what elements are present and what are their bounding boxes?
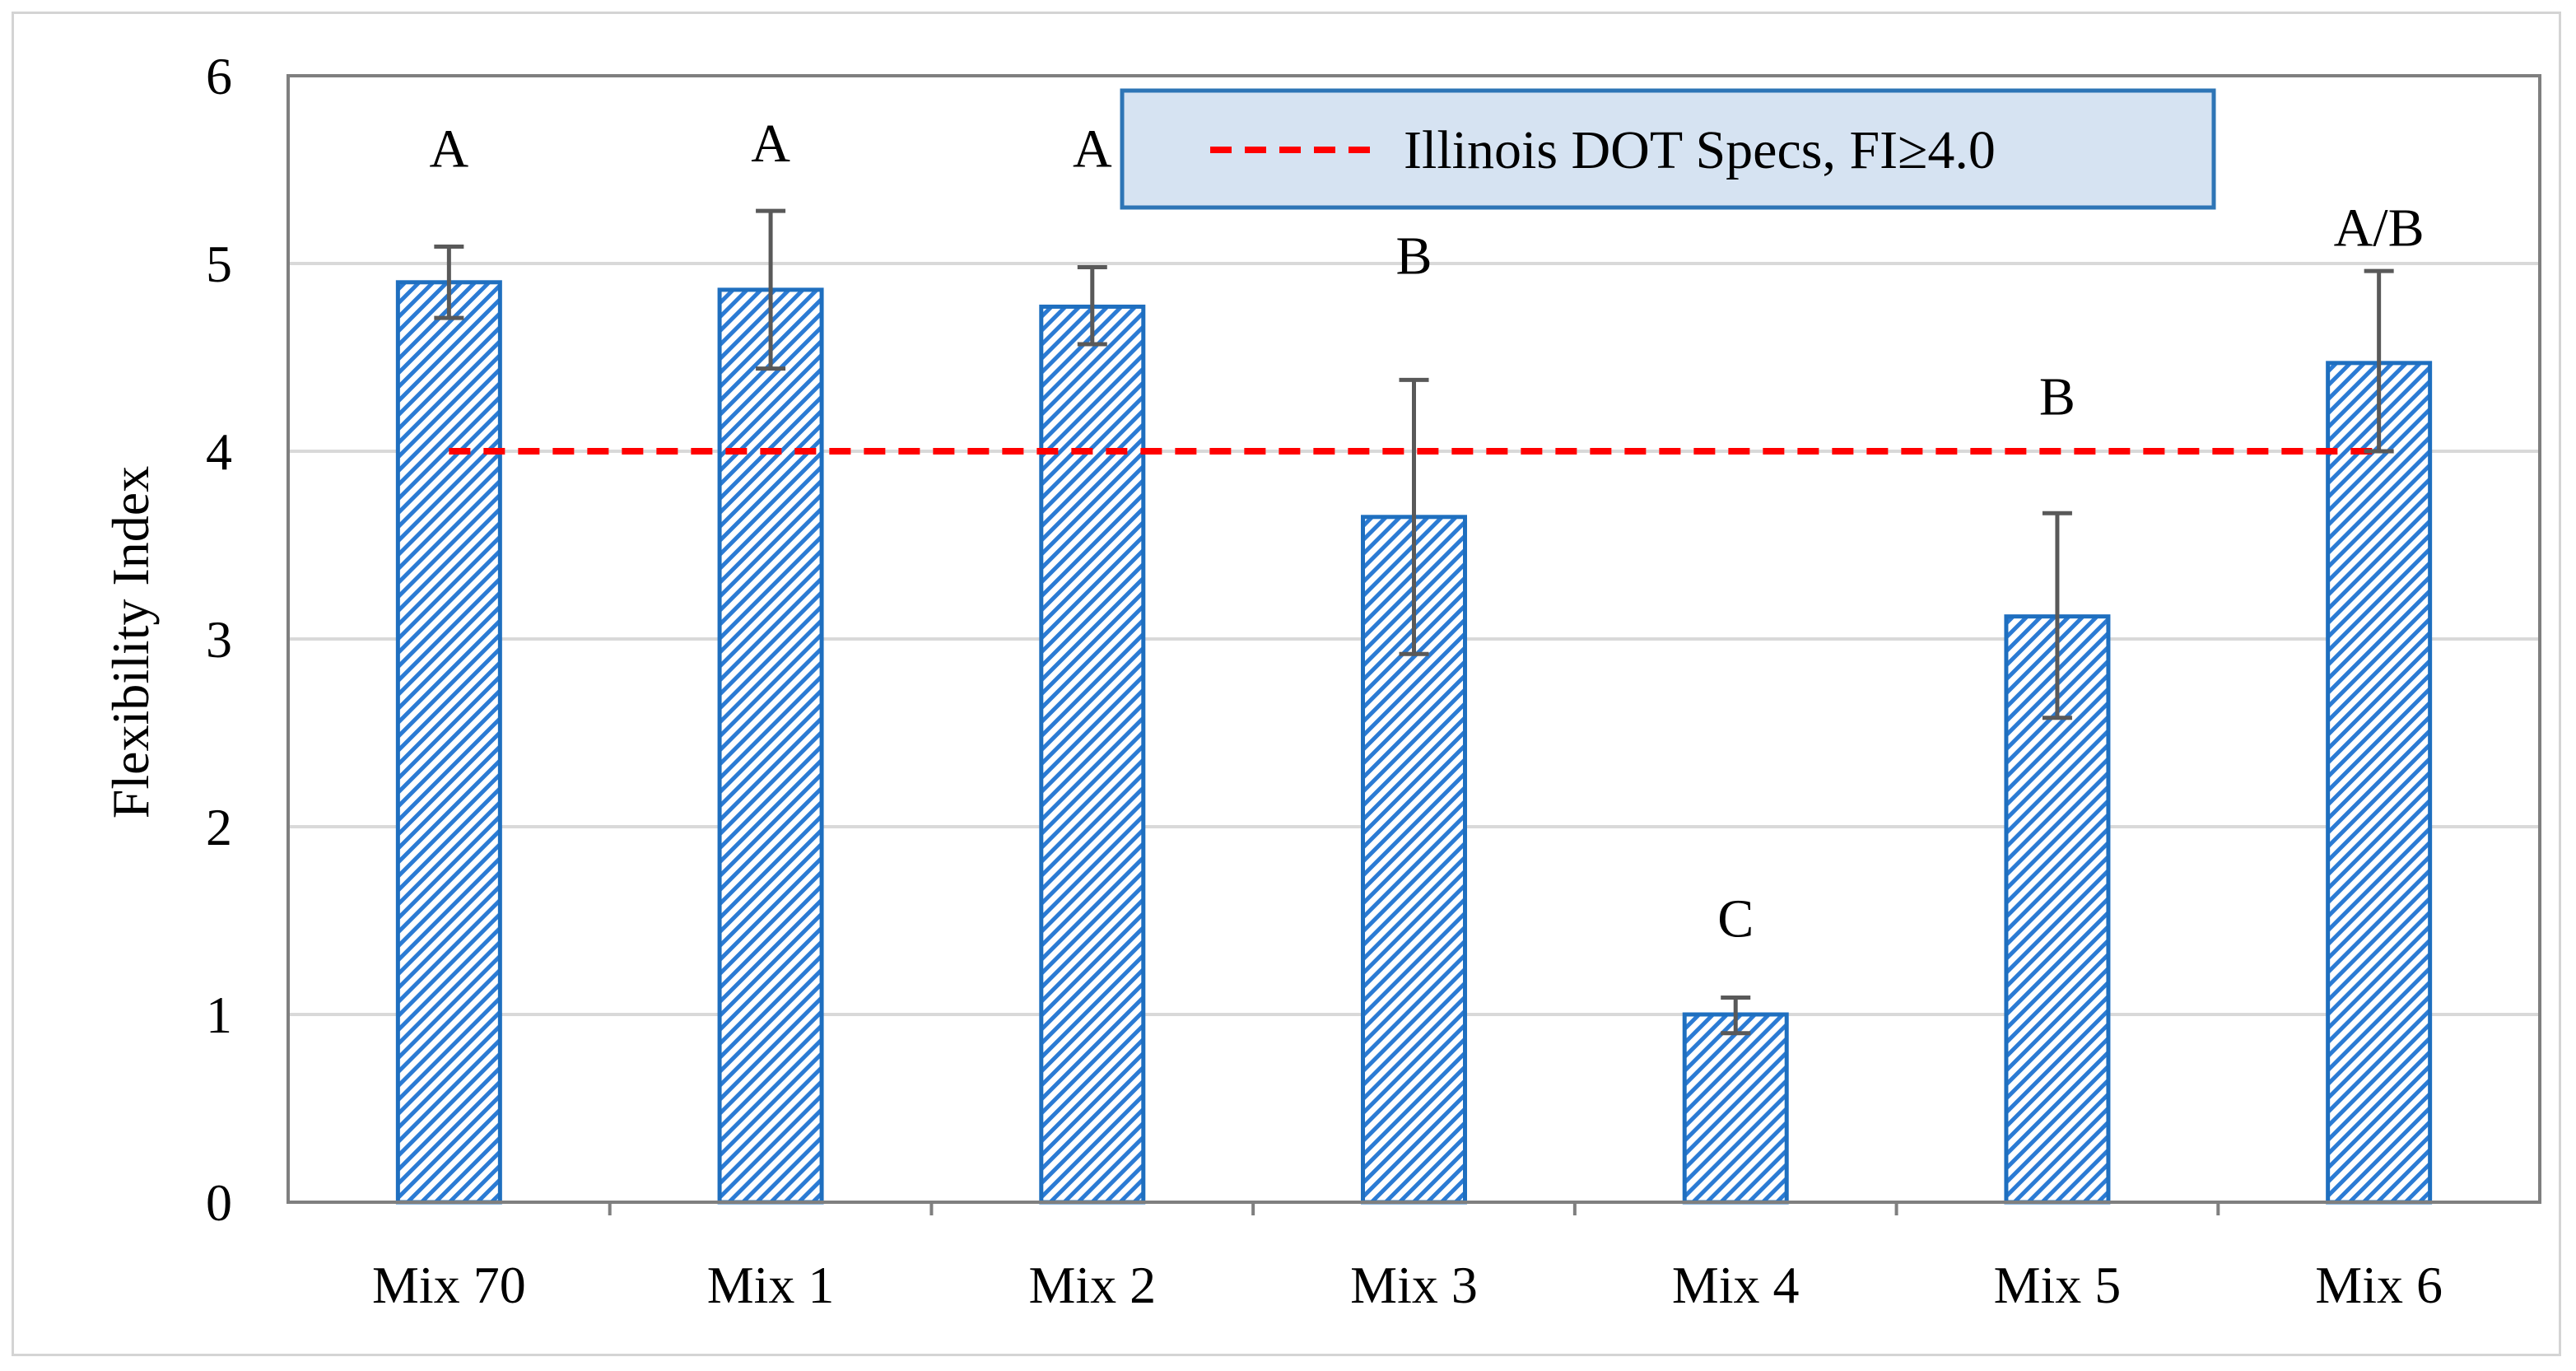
group-label-mix-6: A/B xyxy=(2334,198,2425,258)
x-tick-label-mix-2: Mix 2 xyxy=(1028,1256,1156,1314)
labels: 0 1 2 3 4 5 6 Mix 70 Mix 1 Mix 2 Mix 3 Mix 4 Mix 5 Mi… xyxy=(206,47,2443,1314)
x-tick-label-mix-3: Mix 3 xyxy=(1350,1256,1478,1314)
axes xyxy=(286,74,2541,1215)
group-label-mix-70: A xyxy=(430,119,469,180)
error-bars xyxy=(434,208,2394,1036)
group-label-mix-2: A xyxy=(1073,119,1112,180)
y-axis-title: Flexibility Index xyxy=(101,466,160,818)
y-tick-label-1: 1 xyxy=(206,986,232,1044)
group-label-mix-5: B xyxy=(2039,367,2075,427)
x-tick-label-mix-5: Mix 5 xyxy=(1994,1256,2122,1314)
bar-mix-4 xyxy=(1682,1012,1789,1205)
error-bar-mix-2 xyxy=(1077,265,1107,347)
bar-mix-6 xyxy=(2326,361,2433,1205)
x-tick-label-mix-70: Mix 70 xyxy=(372,1256,526,1314)
y-tick-label-2: 2 xyxy=(206,798,232,856)
error-bar-mix-1 xyxy=(756,208,786,371)
legend-label: Illinois DOT Specs, FI≥4.0 xyxy=(1404,120,1996,180)
error-bar-mix-6 xyxy=(2364,268,2394,454)
error-bar-mix-70 xyxy=(434,244,464,320)
legend-box xyxy=(1120,88,2216,210)
y-tick-label-5: 5 xyxy=(206,235,232,293)
x-tick-label-mix-6: Mix 6 xyxy=(2315,1256,2443,1314)
error-bar-mix-3 xyxy=(1399,377,1429,656)
plot-area-border xyxy=(286,74,2541,1204)
x-tick-label-mix-1: Mix 1 xyxy=(707,1256,835,1314)
bars xyxy=(395,280,2433,1205)
y-tick-label-3: 3 xyxy=(206,610,232,669)
x-tick-label-mix-4: Mix 4 xyxy=(1672,1256,1800,1314)
group-label-mix-1: A xyxy=(751,114,790,174)
legend: Illinois DOT Specs, FI≥4.0 xyxy=(1120,88,2216,210)
y-tick-label-0: 0 xyxy=(206,1173,232,1232)
group-label-mix-4: C xyxy=(1717,888,1754,949)
bar-mix-70 xyxy=(395,280,502,1205)
error-bar-mix-5 xyxy=(2042,511,2072,720)
bar-mix-1 xyxy=(717,287,824,1205)
bar-mix-2 xyxy=(1039,304,1146,1205)
chart-frame xyxy=(12,12,2561,1356)
error-bar-mix-4 xyxy=(1721,995,1751,1036)
group-label-mix-3: B xyxy=(1395,226,1432,287)
y-tick-label-4: 4 xyxy=(206,422,232,481)
y-tick-label-6: 6 xyxy=(206,47,232,105)
